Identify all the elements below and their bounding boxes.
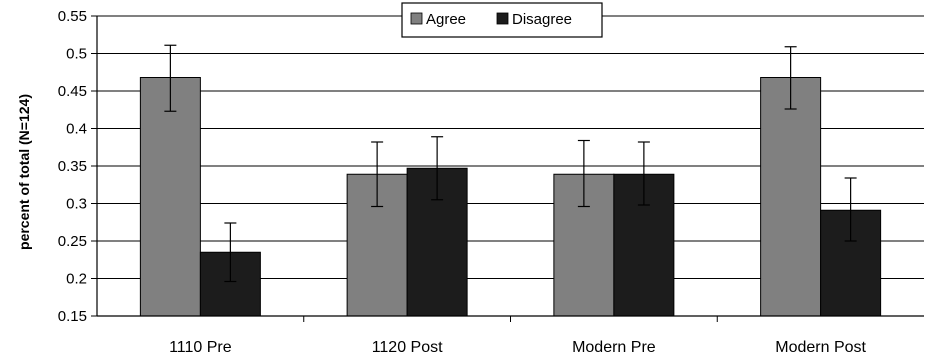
- x-tick-label: Modern Pre: [572, 339, 656, 356]
- y-tick-label: 0.45: [58, 83, 87, 100]
- y-tick-label: 0.3: [66, 196, 87, 213]
- axes: [91, 15, 924, 322]
- y-tick-label: 0.2: [66, 271, 87, 288]
- y-tick-label: 0.15: [58, 308, 87, 325]
- x-tick-labels: 1110 Pre 1120 Post Modern Pre Modern Post: [169, 339, 866, 356]
- y-tick-label: 0.55: [58, 8, 87, 25]
- y-tick-label: 0.5: [66, 46, 87, 63]
- y-tick-labels: 0.15 0.2 0.25 0.3 0.35 0.4 0.45 0.5 0.55: [58, 8, 87, 325]
- legend-label-disagree: Disagree: [512, 11, 572, 28]
- error-bars: [164, 44, 857, 283]
- legend-label-agree: Agree: [426, 11, 466, 28]
- y-axis-title: percent of total (N=124): [16, 94, 32, 250]
- y-tick-label: 0.4: [66, 121, 87, 138]
- bar-agree: [760, 77, 822, 317]
- x-tick-label: 1120 Post: [372, 339, 443, 356]
- y-tick-label: 0.25: [58, 233, 87, 250]
- x-tick-label: Modern Post: [775, 339, 866, 356]
- gridlines: [97, 15, 924, 279]
- legend: Agree Disagree: [401, 2, 603, 38]
- bar-agree: [139, 77, 201, 317]
- y-tick-label: 0.35: [58, 158, 87, 175]
- x-tick-label: 1110 Pre: [169, 339, 232, 356]
- legend-swatch-disagree: [496, 12, 509, 25]
- bars: [139, 77, 882, 317]
- legend-swatch-agree: [410, 12, 423, 25]
